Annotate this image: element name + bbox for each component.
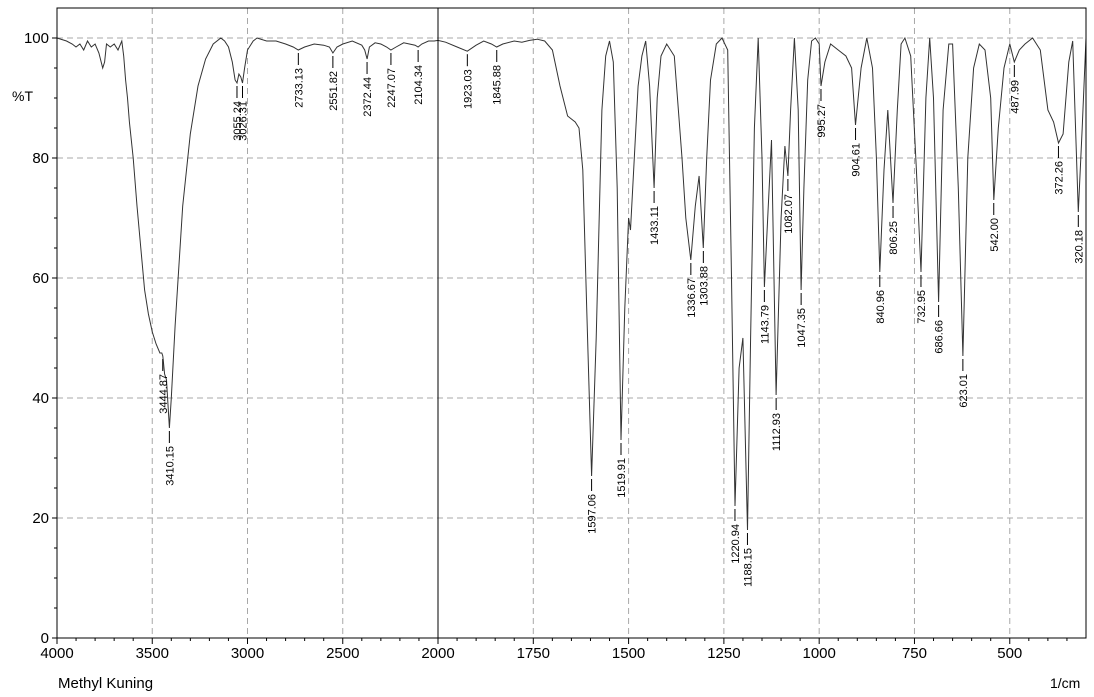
peak-label: 1923.03 [462,69,474,109]
series-line [56,36,1087,531]
peak-label: 1143.79 [759,305,771,344]
sample-name: Methyl Kuning [58,675,153,692]
peak-label: 3410.15 [164,446,176,486]
x-axis-unit: 1/cm [1050,675,1080,691]
peak-label: 2551.82 [328,71,340,111]
y-tick-label: 40 [32,390,49,407]
peak-label: 1519.91 [616,458,628,498]
x-tick-label: 1500 [612,645,645,662]
peak-label: 320.18 [1073,230,1085,264]
peak-label: 2733.13 [293,68,305,108]
peak-label: 372.26 [1054,161,1066,195]
peak-label: 1845.88 [492,65,504,105]
peak-label: 3055.24 [232,101,244,141]
peak-label: 806.25 [888,221,900,255]
y-tick-label: 0 [41,630,49,647]
peak-label: 904.61 [851,143,863,177]
peak-label: 1597.06 [587,494,599,534]
peak-label: 1047.35 [796,308,808,348]
peak-label: 1188.15 [743,548,755,587]
x-tick-label: 1750 [517,645,550,662]
x-tick-label: 1250 [707,645,740,662]
peak-label: 2104.34 [413,65,425,105]
peak-label: 840.96 [875,290,887,324]
peak-label: 2247.07 [386,68,398,108]
x-tick-label: 1000 [802,645,835,662]
peak-label: 686.66 [934,320,946,354]
y-axis-title: %T [12,88,33,104]
x-tick-label: 3000 [231,645,264,662]
plot-border [56,7,1087,639]
x-tick-label: 2000 [421,645,454,662]
peak-label: 1112.93 [771,413,783,451]
axis-labels: 0 20 40 60 80 100 4000 3500 3000 2500 2000 1750 1500… [24,30,1022,662]
y-tick-label: 60 [32,270,49,287]
x-tick-label: 2500 [326,645,359,662]
grid-lines [57,8,1086,638]
peak-label: 3444.87 [158,374,170,414]
peak-label: 1303.88 [698,266,710,306]
x-tick-label: 3500 [136,645,169,662]
y-tick-label: 100 [24,30,49,47]
peak-label: 3026.31 [238,101,250,141]
x-tick-label: 4000 [40,645,73,662]
peak-label: 623.01 [958,374,970,408]
peak-label: 1433.11 [649,206,661,245]
y-tick-label: 80 [32,150,49,167]
peak-label: 995.27 [816,104,828,138]
x-tick-label: 750 [902,645,927,662]
spectrum-curve [56,36,1087,531]
peak-label: 732.95 [916,290,928,324]
y-tick-label: 20 [32,510,49,527]
peak-label: 1220.94 [730,524,742,564]
peak-label: 2372.44 [362,77,374,117]
plot-frame [56,7,1087,639]
peak-label: 1082.07 [783,194,795,234]
peak-label: 1336.67 [686,278,698,318]
peak-label: 487.99 [1009,80,1021,114]
peak-label: 542.00 [989,218,1001,252]
x-tick-label: 500 [997,645,1022,662]
